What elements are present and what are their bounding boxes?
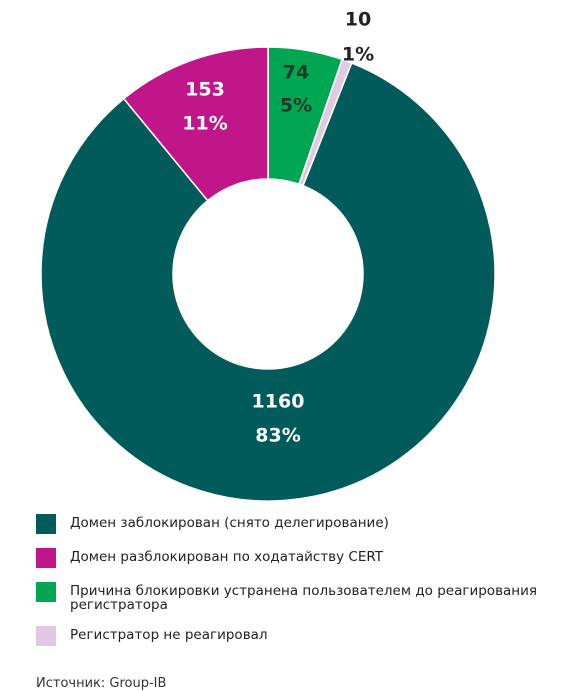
- share-label: 1%: [342, 44, 374, 66]
- donut-segment: [122, 46, 269, 202]
- share-label: 11%: [182, 113, 227, 135]
- chart: 74 5% 10 1% 1160 83% 153 11%: [40, 9, 496, 502]
- value-label: 10: [345, 9, 371, 31]
- value-label: 1160: [252, 391, 305, 413]
- source: Источник: Group-IB: [36, 676, 167, 691]
- legend-swatch: [36, 514, 56, 534]
- donut-segment: [40, 62, 496, 502]
- share-label: 5%: [280, 95, 312, 117]
- legend-item: Домен заблокирован (снято делегирование): [36, 514, 566, 534]
- legend-item: Причина блокировки устранена пользовател…: [36, 582, 566, 613]
- legend-label: Домен разблокирован по ходатайству CERT: [70, 549, 384, 565]
- legend-swatch: [36, 626, 56, 646]
- share-label: 83%: [255, 425, 300, 447]
- legend-label: Регистратор не реагировал: [70, 627, 268, 643]
- legend: Домен заблокирован (снято делегирование)…: [36, 514, 566, 662]
- legend-swatch: [36, 582, 56, 602]
- legend-item: Регистратор не реагировал: [36, 626, 566, 646]
- value-label: 74: [283, 62, 309, 84]
- legend-label: Причина блокировки устранена пользовател…: [70, 583, 538, 613]
- legend-item: Домен разблокирован по ходатайству CERT: [36, 548, 566, 568]
- value-label: 153: [185, 79, 225, 101]
- legend-swatch: [36, 548, 56, 568]
- legend-label: Домен заблокирован (снято делегирование): [70, 515, 389, 531]
